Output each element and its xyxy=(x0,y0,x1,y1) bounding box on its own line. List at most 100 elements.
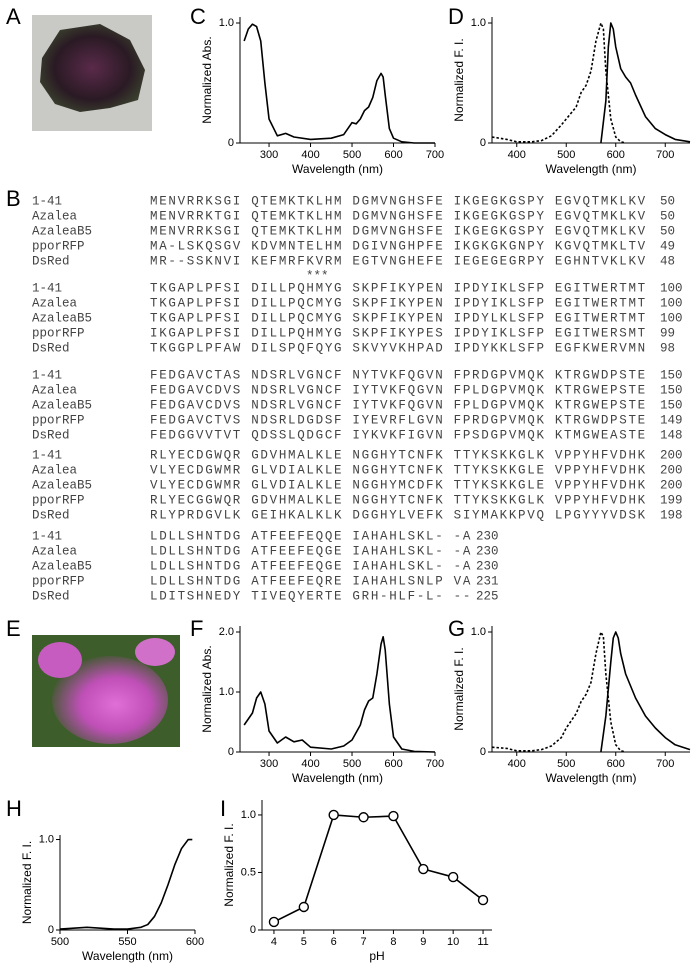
y-tick-label: 1.0 xyxy=(241,809,256,821)
x-tick-label: 300 xyxy=(260,149,278,161)
y-tick-label: 0 xyxy=(228,137,234,149)
sequence-name: DsRed xyxy=(32,508,70,522)
x-tick-label: 600 xyxy=(607,758,625,770)
sequence-end: 49 xyxy=(660,239,675,253)
panel-label: G xyxy=(448,616,465,641)
sequence-name: 1-41 xyxy=(32,368,62,382)
series-line xyxy=(243,23,435,144)
sequence: FEDGAVCDVS NDSRLVGNCF IYTVKFQGVN FPLDGPV… xyxy=(150,398,647,412)
y-axis-label: Normalized F. I. xyxy=(452,38,466,121)
sequence: FEDGAVCTAS NDSRLVGNCF NYTVKFQGVN FPRDGPV… xyxy=(150,368,647,382)
y-axis-label: Normalized Abs. xyxy=(200,36,214,123)
photo-a xyxy=(32,15,152,131)
x-tick-label: 500 xyxy=(557,758,575,770)
y-axis-label: Normalized F. I. xyxy=(452,647,466,730)
sequence: FEDGAVCDVS NDSRLVGNCF IYTVKFQGVN FPLDGPV… xyxy=(150,383,647,397)
sequence-end: 198 xyxy=(660,508,683,522)
sequence: TKGAPLPFSI DILLPQCMYG SKPFIKYPEN IPDYIKL… xyxy=(150,296,647,310)
x-tick-label: 600 xyxy=(384,758,402,770)
sequence-end: 200 xyxy=(660,448,683,462)
sequence-name: DsRed xyxy=(32,589,70,603)
y-tick-label: 0 xyxy=(48,924,54,936)
sequence: VLYECDGWMR GLVDIALKLE NGGHYMCDFK TTYKSKK… xyxy=(150,478,647,492)
sequence-name: Azalea xyxy=(32,296,78,310)
sequence-end: 98 xyxy=(660,341,675,355)
x-tick-label: 550 xyxy=(118,936,136,948)
data-point xyxy=(418,863,429,875)
sequence: MR--SSKNVI KEFMRFKVRM EGTVNGHEFE IEGEGEG… xyxy=(150,254,647,268)
y-tick-label: 1.0 xyxy=(219,17,234,29)
x-tick-label: 500 xyxy=(51,936,69,948)
sequence-end: 150 xyxy=(660,383,683,397)
chart: 4 5 6 7 8 9 10 11 0 0.5 1.0 pH Normalized F. I. xyxy=(222,800,492,963)
sequence-name: Azalea xyxy=(32,463,78,477)
sequence: LDLLSHNTDG ATFEEFEQGE IAHAHLSKL- -A xyxy=(150,544,472,558)
y-tick-label: 0.5 xyxy=(241,866,256,878)
x-axis-label: Wavelength (nm) xyxy=(546,162,637,176)
y-tick-label: 1.0 xyxy=(471,17,486,29)
sequence-name: 1-41 xyxy=(32,194,62,208)
panel-label: C xyxy=(190,4,206,29)
x-tick-label: 300 xyxy=(260,758,278,770)
x-tick-label: 10 xyxy=(447,936,459,948)
sequence-name: DsRed xyxy=(32,254,70,268)
data-point xyxy=(447,871,459,883)
data-point xyxy=(328,809,339,821)
x-axis-label: pH xyxy=(369,949,384,963)
sequence-end: 50 xyxy=(660,209,675,223)
panel-label: I xyxy=(220,796,226,821)
sequence: FEDGGVVTVT QDSSLQDGCF IYKVKFIGVN FPSDGPV… xyxy=(150,428,647,442)
sequence-name: Azalea xyxy=(32,544,78,558)
x-tick-label: 400 xyxy=(508,758,526,770)
chart: 500 550 600 0 1.0 Wavelength (nm) Normalized F… xyxy=(20,833,204,963)
sequence-end: 150 xyxy=(660,368,683,382)
x-tick-label: 500 xyxy=(343,758,361,770)
sequence-end: 50 xyxy=(660,224,675,238)
sequence-end: 230 xyxy=(476,544,499,558)
series-line xyxy=(491,631,626,753)
sequence-name: 1-41 xyxy=(32,281,62,295)
sequence-end: 200 xyxy=(660,463,683,477)
sequence-name: DsRed xyxy=(32,428,70,442)
sequence-name: pporRFP xyxy=(32,239,85,253)
sequence-name: pporRFP xyxy=(32,493,85,507)
sequence-name: DsRed xyxy=(32,341,70,355)
sequence-end: 149 xyxy=(660,413,683,427)
panel-label: H xyxy=(6,796,22,821)
chart: 300 400 500 600 700 0 1.0 2.0 Wavelength (nm) Nor… xyxy=(200,626,444,785)
chart: 400 500 600 700 0 1.0 Wavelength (nm) Normalize… xyxy=(452,17,691,176)
data-point xyxy=(358,812,369,823)
x-tick-label: 7 xyxy=(360,936,366,948)
panel-label: E xyxy=(6,616,21,641)
sequence-name: AzaleaB5 xyxy=(32,311,92,325)
x-tick-label: 600 xyxy=(607,149,625,161)
sequence-end: 100 xyxy=(660,296,683,310)
x-tick-label: 8 xyxy=(390,936,396,948)
sequence: MENVRRKSGI QTEMKTKLHM DGMVNGHSFE IKGEGKG… xyxy=(150,224,647,238)
series-line xyxy=(491,22,626,144)
x-tick-label: 700 xyxy=(656,758,674,770)
sequence-end: 230 xyxy=(476,559,499,573)
x-tick-label: 6 xyxy=(331,936,337,948)
photo-e xyxy=(32,635,180,747)
x-axis-label: Wavelength (nm) xyxy=(546,771,637,785)
sequence-name: 1-41 xyxy=(32,529,62,543)
x-tick-label: 400 xyxy=(301,149,319,161)
x-tick-label: 600 xyxy=(186,936,204,948)
y-tick-label: 1.0 xyxy=(39,833,54,845)
y-tick-label: 0 xyxy=(228,746,234,758)
sequence: RLYECDGWQR GDVHMALKLE NGGHYTCNFK TTYKSKK… xyxy=(150,448,647,462)
series-line xyxy=(600,631,691,753)
sequence: MA-LSKQSGV KDVMNTELHM DGIVNGHPFE IKGKGKG… xyxy=(150,239,647,253)
y-tick-label: 1.0 xyxy=(471,626,486,638)
y-tick-label: 0 xyxy=(250,924,256,936)
sequence-end: 99 xyxy=(660,326,675,340)
sequence-name: AzaleaB5 xyxy=(32,559,92,573)
sequence: LDLLSHNTDG ATFEEFEQGE IAHAHLSKL- -A xyxy=(150,559,472,573)
series-line xyxy=(243,636,436,753)
x-tick-label: 5 xyxy=(301,936,307,948)
sequence: LDLLSHNTDG ATFEEFEQQE IAHAHLSKL- -A xyxy=(150,529,472,543)
x-tick-label: 600 xyxy=(384,149,402,161)
sequence: TKGGPLPFAW DILSPQFQYG SKVYVKHPAD IPDYKKL… xyxy=(150,341,647,355)
